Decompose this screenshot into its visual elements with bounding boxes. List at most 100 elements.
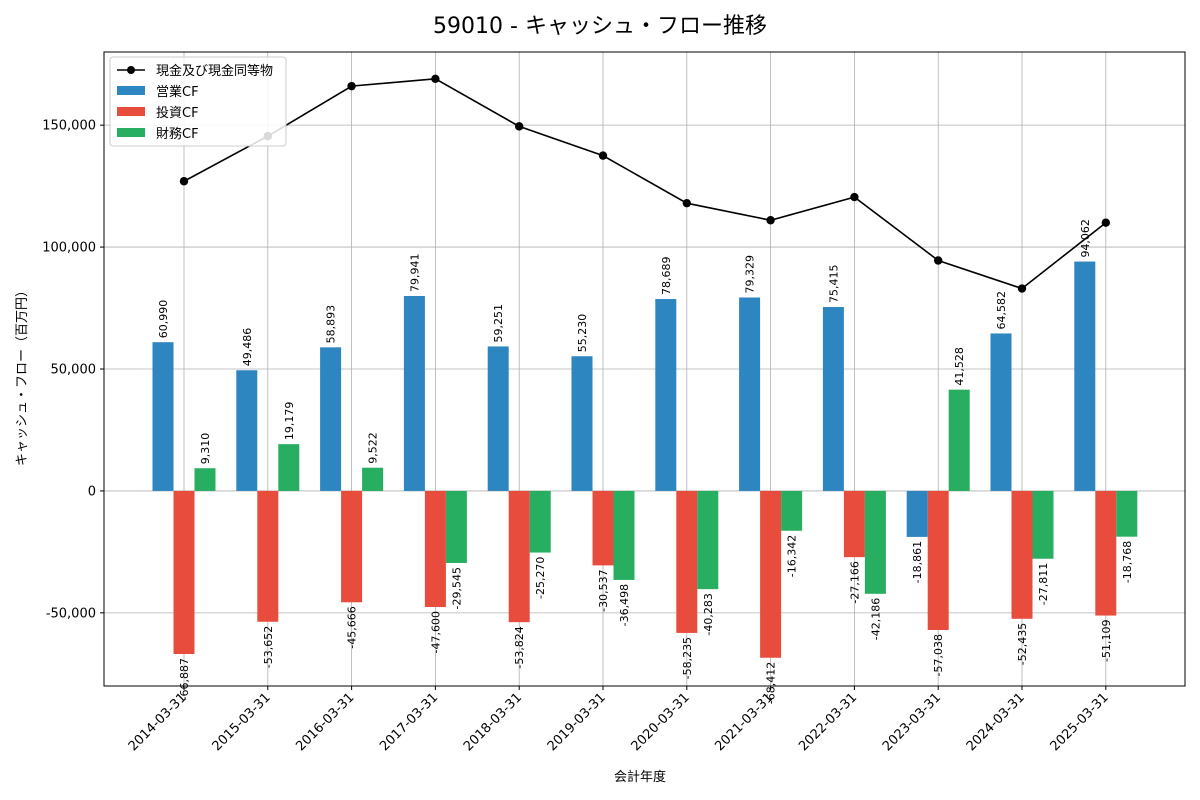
cash-line-point xyxy=(598,151,608,160)
financing-cf-bar xyxy=(697,490,719,590)
financing-cf-bar xyxy=(864,490,886,594)
x-tick-label: 2015-03-31 xyxy=(210,690,274,754)
legend-swatch-operating xyxy=(117,86,145,95)
operating-cf-bar xyxy=(822,307,844,491)
financing-cf-bar xyxy=(278,444,300,491)
investing-cf-bar xyxy=(927,490,949,631)
operating-cf-bar xyxy=(320,347,342,491)
x-tick-label: 2023-03-31 xyxy=(880,690,944,754)
cash-line-point xyxy=(179,177,189,186)
cash-line-point xyxy=(431,74,440,84)
operating-cf-bar xyxy=(236,370,258,491)
operating-cf-bar xyxy=(152,342,174,491)
operating-cf-value-label: 58,893 xyxy=(325,305,338,344)
legend-label-investing: 投資CF xyxy=(156,105,199,121)
legend-label-financing: 財務CF xyxy=(156,127,199,142)
operating-cf-bar xyxy=(906,490,928,537)
chart-title: 59010 - キャッシュ・フロー推移 xyxy=(433,14,767,39)
operating-cf-value-label: 78,689 xyxy=(660,257,673,296)
operating-cf-value-label: 75,415 xyxy=(827,265,840,304)
operating-cf-value-label: 60,990 xyxy=(157,300,170,339)
data-labels: 60,990 49,486 58,893 79,941 59,251 55,230 78,6… xyxy=(157,219,1134,704)
x-tick-label: 2025-03-31 xyxy=(1048,690,1112,754)
investing-cf-value-label: -53,824 xyxy=(513,626,526,668)
financing-cf-value-label: 19,179 xyxy=(283,402,296,441)
investing-cf-value-label: -47,600 xyxy=(429,611,442,653)
operating-cf-value-label: -18,861 xyxy=(911,541,924,583)
investing-cf-value-label: -66,887 xyxy=(178,658,191,700)
financing-cf-bar xyxy=(1032,490,1054,559)
legend-label-operating: 営業CF xyxy=(156,84,199,100)
x-tick-label: 2020-03-31 xyxy=(629,690,693,754)
legend-box xyxy=(109,56,287,147)
x-tick-label: 2019-03-31 xyxy=(545,690,609,754)
y-tick-label: 150,000 xyxy=(42,119,96,134)
operating-cf-value-label: 79,941 xyxy=(408,253,421,292)
financing-cf-bar xyxy=(781,490,803,531)
operating-cf-value-label: 79,329 xyxy=(744,255,757,294)
operating-cf-value-label: 94,062 xyxy=(1079,219,1092,258)
investing-cf-bar xyxy=(508,490,530,623)
x-axis-label: 会計年度 xyxy=(614,769,666,785)
operating-cf-bar xyxy=(739,297,761,491)
cash-line-point xyxy=(682,198,691,208)
investing-cf-value-label: -53,652 xyxy=(262,626,275,668)
financing-cf-value-label: -40,283 xyxy=(702,593,715,635)
y-tick-label: 0 xyxy=(88,484,96,499)
operating-cf-bar xyxy=(487,346,509,491)
investing-cf-bar xyxy=(760,490,782,658)
investing-cf-value-label: -45,666 xyxy=(346,606,359,648)
x-tick-label: 2018-03-31 xyxy=(461,690,525,754)
cash-line-point xyxy=(766,216,775,225)
financing-cf-value-label: -25,270 xyxy=(534,557,547,599)
financing-cf-value-label: -36,498 xyxy=(618,584,631,626)
legend-swatch-investing xyxy=(117,107,145,116)
legend-label-cash: 現金及び現金同等物 xyxy=(156,63,273,79)
investing-cf-value-label: -57,038 xyxy=(932,634,945,676)
investing-cf-bar xyxy=(676,490,698,633)
y-axis-label: キャッシュ・フロー（百万円） xyxy=(15,284,30,466)
investing-cf-value-label: -52,435 xyxy=(1016,623,1029,665)
financing-cf-bar xyxy=(1116,490,1138,537)
operating-cf-bar xyxy=(1074,261,1096,491)
operating-cf-value-label: 59,251 xyxy=(492,304,505,343)
y-tick-label: 50,000 xyxy=(51,363,97,378)
operating-cf-bar xyxy=(990,333,1012,491)
legend: 現金及び現金同等物 営業CF 投資CF 財務CF xyxy=(109,56,287,147)
cash-line-point xyxy=(1101,218,1111,227)
cash-line-point xyxy=(347,81,356,91)
investing-cf-bar xyxy=(257,490,279,622)
financing-cf-bar xyxy=(445,490,467,563)
x-tick-label: 2016-03-31 xyxy=(293,690,357,754)
legend-line-marker xyxy=(127,66,135,74)
investing-cf-bar xyxy=(1095,490,1117,616)
cash-line-point xyxy=(515,122,524,131)
cash-line-path xyxy=(183,78,1107,290)
investing-cf-value-label: -51,109 xyxy=(1100,620,1113,662)
investing-cf-value-label: -27,166 xyxy=(848,561,861,603)
cash-line xyxy=(179,74,1111,293)
investing-cf-value-label: -68,412 xyxy=(765,662,778,704)
investing-cf-value-label: -58,235 xyxy=(681,637,694,679)
financing-cf-value-label: 41,528 xyxy=(953,347,966,386)
financing-cf-value-label: -29,545 xyxy=(450,567,463,609)
financing-cf-bar xyxy=(529,490,551,553)
financing-cf-value-label: -18,768 xyxy=(1121,541,1134,583)
operating-cf-bar xyxy=(403,295,425,491)
legend-swatch-financing xyxy=(117,128,145,137)
financing-cf-bar xyxy=(194,468,216,491)
cash-line-point xyxy=(934,256,943,265)
investing-cf-bar xyxy=(341,490,363,603)
x-tick-label: 2024-03-31 xyxy=(964,690,1028,754)
y-tick-label: -50,000 xyxy=(46,606,96,621)
investing-cf-bar xyxy=(592,490,614,566)
investing-cf-bar xyxy=(1011,490,1033,619)
x-tick-label: 2021-03-31 xyxy=(712,690,776,754)
financing-cf-bar xyxy=(362,467,384,491)
operating-cf-bar xyxy=(571,356,593,491)
operating-cf-value-label: 64,582 xyxy=(995,291,1008,330)
operating-cf-bar xyxy=(655,299,677,491)
y-tick-label: 100,000 xyxy=(42,241,96,256)
investing-cf-bar xyxy=(843,490,865,558)
bars xyxy=(152,261,1138,658)
